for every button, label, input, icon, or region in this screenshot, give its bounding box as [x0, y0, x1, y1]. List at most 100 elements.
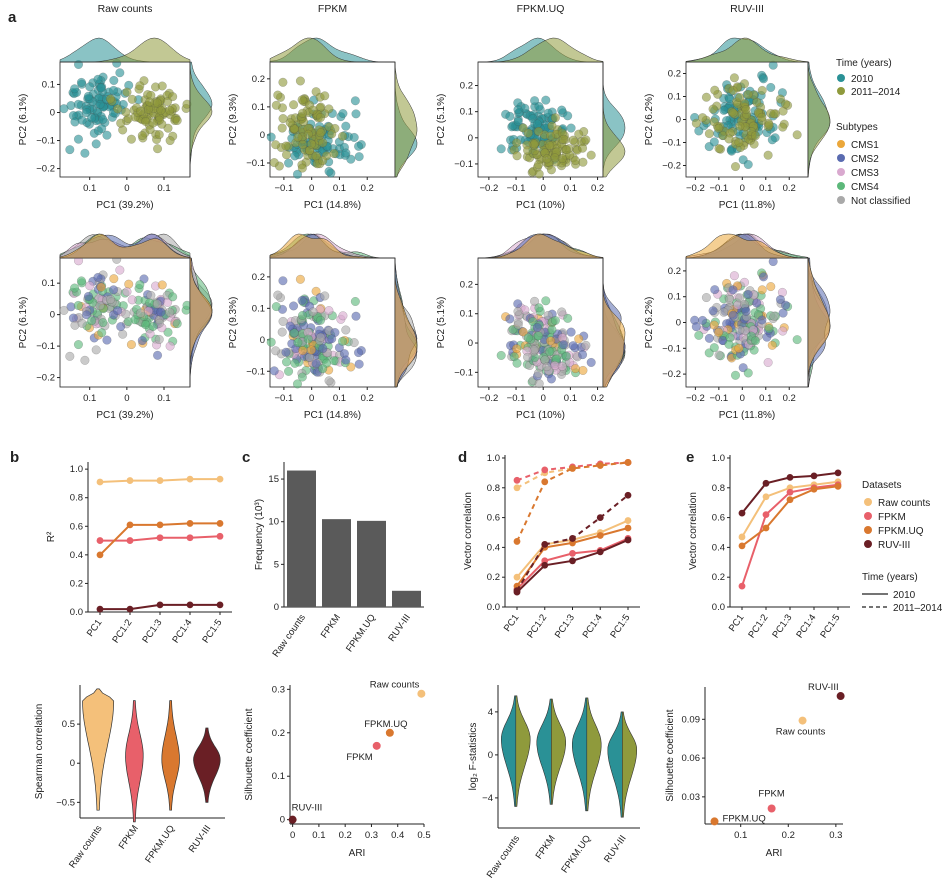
y-tick-label: −0.1 — [662, 138, 681, 149]
y-tick-label: 1.0 — [712, 453, 725, 464]
data-point — [730, 162, 741, 172]
data-point — [118, 329, 128, 339]
series-point — [786, 496, 794, 504]
data-point — [278, 276, 288, 286]
y-axis-title: PC2 (6.2%) — [644, 297, 655, 349]
data-point — [351, 109, 361, 119]
series-point — [569, 557, 576, 565]
x-tick-label: PC1:2 — [746, 612, 770, 640]
pca-title: FPKM — [318, 3, 347, 15]
data-point — [83, 291, 93, 301]
x-tick-label: −0.1 — [275, 183, 294, 194]
bar — [287, 470, 316, 607]
data-point — [80, 148, 90, 158]
series-point — [738, 542, 746, 550]
x-tick-label: Raw counts — [485, 833, 523, 880]
y-axis-title: Silhouette coefficient — [665, 709, 676, 801]
data-point — [156, 105, 166, 115]
data-point — [354, 348, 364, 358]
data-point — [292, 379, 303, 389]
x-tick-label: 0.2 — [591, 183, 604, 194]
marginal-density-y — [394, 61, 418, 178]
data-point — [153, 144, 163, 154]
y-axis-title: Frequency (10³) — [254, 499, 265, 570]
x-tick-label: PC1:5 — [818, 612, 842, 640]
data-point — [354, 152, 364, 162]
data-point — [109, 285, 119, 295]
series-point — [96, 478, 104, 486]
split-violin-half — [572, 697, 588, 812]
y-tick-label: −0.2 — [662, 161, 681, 172]
data-point — [743, 289, 753, 299]
data-point — [559, 134, 569, 144]
data-point — [141, 116, 151, 126]
data-point — [550, 315, 560, 326]
series-point — [513, 484, 521, 492]
split-violin-half — [500, 695, 517, 807]
data-point — [278, 316, 288, 326]
x-tick-label: 0 — [541, 183, 546, 194]
data-point — [341, 355, 351, 365]
y-tick-label: 0 — [280, 815, 285, 826]
legend-cms3-swatch — [837, 168, 845, 176]
x-tick-label: −0.1 — [709, 183, 728, 194]
data-point — [496, 144, 506, 154]
data-point — [303, 334, 313, 344]
x-tick-label: −0.2 — [686, 183, 705, 194]
data-point — [165, 135, 175, 146]
marginal-density-y — [602, 62, 626, 178]
data-point — [143, 306, 154, 316]
data-point — [81, 310, 92, 320]
y-tick-label: −0.1 — [246, 366, 265, 377]
data-point — [767, 135, 777, 145]
x-tick-label: −0.2 — [686, 393, 705, 404]
series-point — [624, 536, 632, 544]
data-point — [157, 81, 167, 91]
y-tick-label: −0.1 — [662, 343, 681, 354]
y-tick-label: 10 — [268, 517, 279, 528]
data-point — [269, 158, 279, 168]
data-point — [563, 313, 573, 323]
x-tick-label: 0 — [740, 393, 745, 404]
data-point — [513, 299, 523, 309]
data-point — [763, 150, 773, 160]
data-point — [266, 337, 276, 347]
y-tick-label: 1.0 — [487, 453, 500, 464]
violin — [82, 688, 115, 811]
data-point — [581, 340, 591, 350]
y-axis-title: Silhouette coefficient — [244, 708, 255, 800]
data-point — [512, 358, 522, 368]
data-point — [557, 307, 567, 317]
data-point — [581, 135, 591, 145]
series-point — [786, 488, 794, 496]
data-point — [546, 336, 556, 346]
data-point — [714, 350, 724, 360]
x-tick-label: 0.2 — [361, 393, 374, 404]
series-point — [834, 469, 842, 477]
legend-2011-label: 2011–2014 — [851, 87, 901, 98]
data-point — [306, 345, 316, 355]
data-point — [297, 295, 307, 305]
x-tick-label: FPKM — [534, 833, 558, 861]
data-point — [578, 157, 588, 167]
x-tick-label: FPKM — [319, 612, 343, 640]
data-point — [534, 379, 544, 389]
x-tick-label: PC1:5 — [608, 612, 632, 640]
x-tick-label: PC1:4 — [794, 612, 818, 640]
data-point — [152, 98, 162, 108]
data-point — [698, 315, 708, 325]
data-point — [541, 95, 551, 105]
series-line — [516, 461, 629, 542]
data-point — [95, 99, 105, 110]
y-tick-label: −0.2 — [662, 369, 681, 380]
data-point — [76, 77, 86, 87]
y-axis-title: PC2 (9.3%) — [228, 297, 239, 349]
marginal-density-x — [60, 37, 191, 63]
data-point — [349, 132, 359, 142]
data-point — [341, 121, 351, 131]
data-point — [767, 340, 777, 350]
series-point — [216, 520, 224, 527]
y-tick-label: 0.5 — [62, 719, 75, 730]
